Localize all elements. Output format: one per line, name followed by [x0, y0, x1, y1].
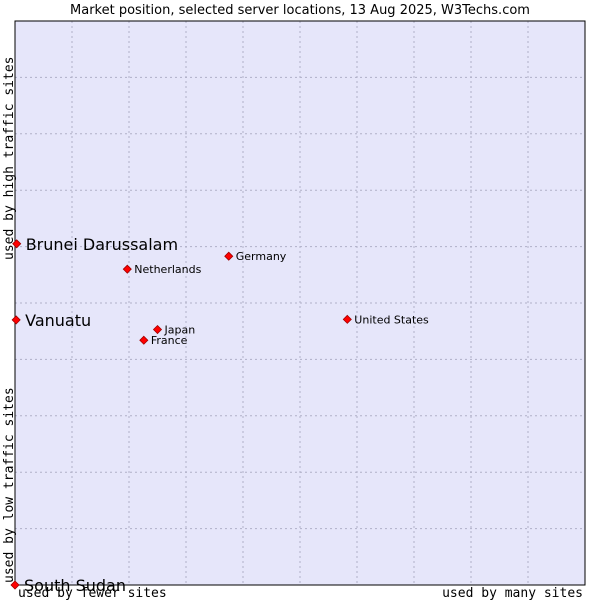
label-germany: Germany — [236, 250, 287, 263]
marker-vanuatu — [11, 315, 21, 325]
label-south-sudan: South Sudan — [24, 576, 126, 595]
label-vanuatu: Vanuatu — [25, 311, 91, 330]
data-point-japan: Japan — [152, 324, 196, 337]
data-point-france: France — [139, 334, 188, 347]
label-united-states: United States — [354, 313, 429, 326]
marker-united-states — [342, 314, 352, 324]
marker-japan — [152, 324, 163, 335]
marker-south-sudan — [10, 580, 20, 590]
marker-netherlands — [122, 264, 132, 274]
y-axis-label-bottom: used by low traffic sites — [2, 387, 17, 583]
y-axis-label-top: used by high traffic sites — [2, 57, 17, 261]
x-axis-label-left: used by fewer sites — [18, 586, 167, 600]
data-point-germany: Germany — [224, 250, 287, 263]
marker-germany — [224, 251, 234, 261]
marker-brunei-darussalam — [12, 239, 22, 249]
marker-france — [139, 335, 149, 345]
data-point-vanuatu: Vanuatu — [11, 311, 91, 330]
chart-title: Market position, selected server locatio… — [70, 3, 530, 18]
data-point-brunei-darussalam: Brunei Darussalam — [12, 235, 178, 254]
label-netherlands: Netherlands — [134, 263, 201, 276]
x-axis-label-right: used by many sites — [442, 586, 583, 600]
plot-border — [14, 20, 586, 586]
data-point-netherlands: Netherlands — [122, 263, 202, 276]
grid-lines — [15, 21, 585, 585]
data-points: Brunei Darussalam Vanuatu South Sudan Germa… — [10, 235, 429, 595]
data-point-united-states: United States — [342, 313, 429, 326]
label-france: France — [151, 334, 188, 347]
label-japan: Japan — [164, 324, 196, 337]
label-brunei-darussalam: Brunei Darussalam — [26, 235, 178, 254]
data-point-south-sudan: South Sudan — [10, 576, 126, 595]
